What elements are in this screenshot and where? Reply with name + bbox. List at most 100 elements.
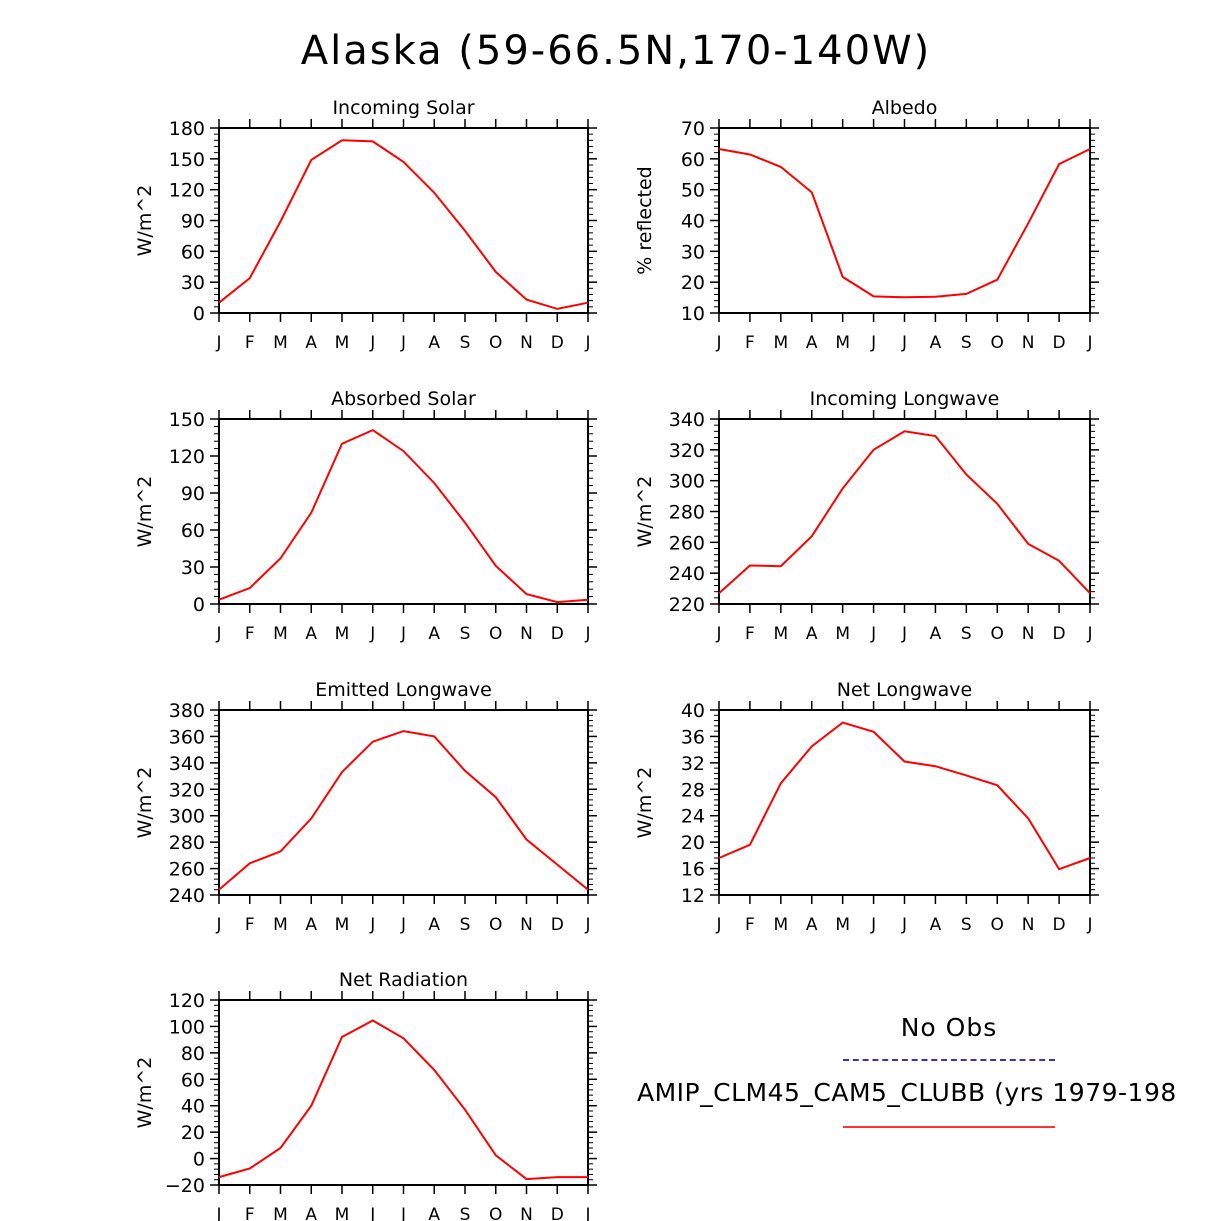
y-tick-label: 20 xyxy=(681,832,705,854)
x-tick-label: D xyxy=(551,915,564,935)
x-tick-label: J xyxy=(584,915,590,935)
y-tick-label: 150 xyxy=(169,149,205,171)
plot-frame xyxy=(218,709,589,896)
x-tick-label: M xyxy=(273,1205,288,1221)
x-tick-label: A xyxy=(305,1205,317,1221)
x-tick-label: N xyxy=(1022,915,1035,935)
series-line xyxy=(718,148,1091,299)
x-tick-label: M xyxy=(835,333,850,353)
x-tick-label: J xyxy=(1086,333,1092,353)
panel-title-net-radiation: Net Radiation xyxy=(339,969,468,991)
chart-emitted-longwave: J F M A M J J A S O N D J240260280300320340360380Emi… xyxy=(134,679,597,935)
y-tick-label: 30 xyxy=(681,241,705,263)
y-tick-label: 0 xyxy=(193,303,205,325)
panel-title-incoming-solar: Incoming Solar xyxy=(332,97,474,119)
y-tick-label: 20 xyxy=(681,272,705,294)
y-tick-label: 220 xyxy=(669,594,705,616)
x-tick-label: F xyxy=(745,624,755,644)
x-tick-label: A xyxy=(428,333,440,353)
y-tick-label: 12 xyxy=(681,885,705,907)
x-tick-label: O xyxy=(489,624,502,644)
legend-obs-label: No Obs xyxy=(900,1013,998,1042)
y-tick-label: 24 xyxy=(681,806,705,828)
x-tick-label: J xyxy=(215,915,221,935)
x-tick-label: M xyxy=(335,1205,350,1221)
y-tick-label: 32 xyxy=(681,753,705,775)
y-axis-label: W/m^2 xyxy=(634,767,656,839)
x-tick-label: A xyxy=(930,624,942,644)
y-tick-label: 300 xyxy=(169,806,205,828)
x-tick-label: A xyxy=(806,333,818,353)
y-tick-label: 40 xyxy=(681,700,705,722)
y-axis-label: W/m^2 xyxy=(134,476,156,548)
y-tick-label: 0 xyxy=(193,1149,205,1171)
y-axis-label: W/m^2 xyxy=(134,185,156,257)
x-tick-label: N xyxy=(520,915,533,935)
x-tick-label: S xyxy=(961,915,972,935)
x-tick-label: J xyxy=(400,1205,406,1221)
x-tick-label: J xyxy=(715,915,721,935)
x-tick-label: N xyxy=(1022,624,1035,644)
x-tick-label: M xyxy=(773,624,788,644)
x-tick-label: A xyxy=(806,915,818,935)
x-tick-label: O xyxy=(991,333,1004,353)
x-tick-label: J xyxy=(369,1205,375,1221)
x-tick-label: J xyxy=(1086,624,1092,644)
y-tick-label: 60 xyxy=(181,241,205,263)
x-tick-label: J xyxy=(870,333,876,353)
x-tick-label: J xyxy=(400,333,406,353)
x-tick-label: S xyxy=(460,333,471,353)
x-tick-label: A xyxy=(806,624,818,644)
legend-model-label: AMIP_CLM45_CAM5_CLUBB (yrs 1979-198 xyxy=(637,1078,1177,1107)
y-tick-label: 40 xyxy=(681,211,705,233)
x-tick-label: J xyxy=(584,1205,590,1221)
y-tick-label: 60 xyxy=(181,520,205,542)
y-axis-label: % reflected xyxy=(634,166,656,274)
x-tick-label: D xyxy=(551,624,564,644)
x-tick-label: O xyxy=(991,915,1004,935)
x-tick-label: S xyxy=(460,1205,471,1221)
x-tick-label: A xyxy=(930,915,942,935)
x-tick-label: M xyxy=(335,915,350,935)
y-tick-label: 90 xyxy=(181,483,205,505)
y-tick-label: 20 xyxy=(181,1122,205,1144)
x-tick-label: D xyxy=(551,1205,564,1221)
x-tick-label: S xyxy=(961,333,972,353)
x-tick-label: M xyxy=(773,915,788,935)
x-tick-label: M xyxy=(273,915,288,935)
panel-title-net-longwave: Net Longwave xyxy=(837,679,973,701)
x-tick-label: J xyxy=(901,333,907,353)
x-tick-label: J xyxy=(400,915,406,935)
panel-title-emitted-longwave: Emitted Longwave xyxy=(315,679,492,701)
y-tick-label: 40 xyxy=(181,1096,205,1118)
plot-frame xyxy=(718,127,1091,314)
y-axis-label: W/m^2 xyxy=(634,476,656,548)
y-tick-label: 120 xyxy=(169,990,205,1012)
y-tick-label: 28 xyxy=(681,779,705,801)
series-line xyxy=(218,428,589,604)
x-tick-label: S xyxy=(961,624,972,644)
plot-frame xyxy=(218,999,589,1186)
x-tick-label: J xyxy=(215,333,221,353)
panel-title-absorbed-solar: Absorbed Solar xyxy=(331,388,476,410)
x-tick-label: M xyxy=(835,624,850,644)
y-tick-label: 16 xyxy=(681,859,705,881)
x-tick-label: M xyxy=(335,333,350,353)
series-line xyxy=(218,1019,588,1181)
x-tick-label: F xyxy=(245,333,255,353)
y-tick-label: 90 xyxy=(181,211,205,233)
x-tick-label: A xyxy=(930,333,942,353)
x-tick-label: F xyxy=(745,915,755,935)
x-tick-label: J xyxy=(400,624,406,644)
x-tick-label: J xyxy=(1086,915,1092,935)
y-tick-label: 300 xyxy=(669,471,705,493)
y-tick-label: 60 xyxy=(181,1069,205,1091)
y-tick-label: 0 xyxy=(193,594,205,616)
x-tick-label: J xyxy=(215,1205,221,1221)
x-tick-label: N xyxy=(520,624,533,644)
y-tick-label: 50 xyxy=(681,180,705,202)
x-tick-label: J xyxy=(901,624,907,644)
